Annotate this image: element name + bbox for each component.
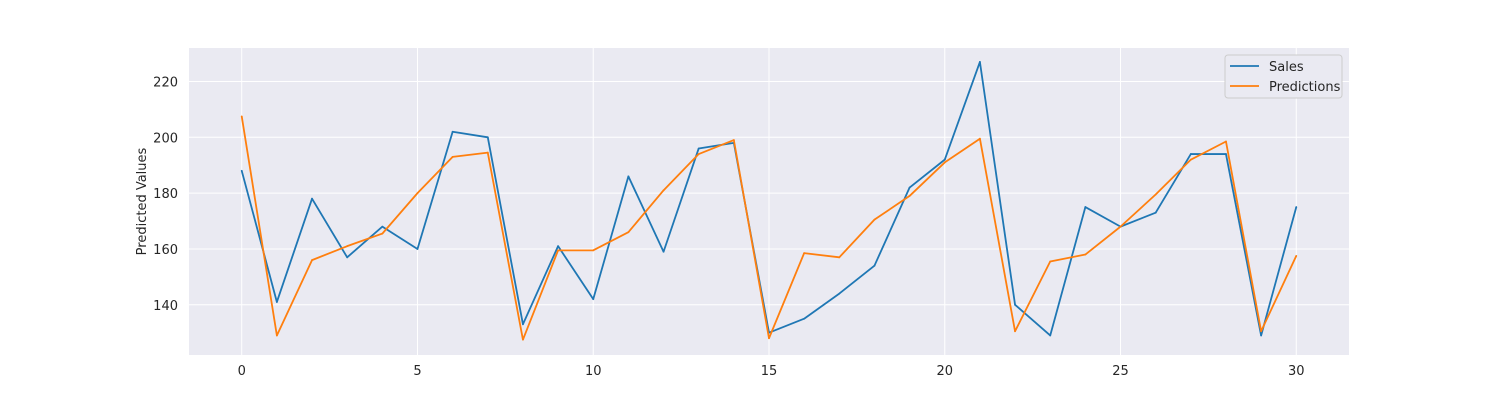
data-point-sales (838, 292, 841, 295)
data-point-predictions (697, 153, 700, 155)
data-point-sales (1154, 211, 1157, 214)
data-point-sales (873, 264, 876, 267)
data-point-predictions (768, 337, 770, 340)
data-point-sales (697, 147, 700, 150)
data-point-sales (979, 61, 981, 63)
x-tick-label: 15 (761, 364, 778, 379)
data-point-predictions (1225, 140, 1227, 143)
data-point-sales (592, 298, 595, 301)
data-point-sales (240, 169, 243, 172)
data-point-predictions (662, 189, 665, 192)
data-point-predictions (522, 338, 524, 341)
grid-lines (189, 48, 1349, 355)
data-point-predictions (979, 137, 981, 140)
data-point-sales (1260, 334, 1263, 337)
y-tick-label: 200 (153, 131, 178, 146)
data-point-sales (908, 186, 911, 189)
data-point-sales (1295, 206, 1298, 208)
data-point-predictions (1119, 225, 1122, 228)
data-point-sales (451, 130, 454, 133)
data-point-predictions (381, 232, 384, 235)
data-point-predictions (732, 139, 735, 142)
y-tick-label: 160 (153, 243, 178, 258)
data-point-predictions (1295, 255, 1298, 257)
tick-labels: 0 5 10 15 20 25 30 140 160 180 200 220 (153, 75, 1304, 379)
data-point-predictions (943, 161, 946, 164)
legend-label-sales: Sales (1269, 60, 1304, 75)
data-point-predictions (1014, 330, 1016, 333)
y-axis-label: Predicted Values (135, 147, 150, 255)
data-point-predictions (311, 259, 313, 262)
data-point-sales (1014, 303, 1016, 306)
y-tick-label: 220 (153, 75, 178, 90)
data-point-predictions (346, 245, 349, 248)
x-tick-label: 0 (238, 364, 246, 379)
data-point-predictions (838, 256, 841, 259)
data-point-sales (627, 175, 630, 178)
data-point-sales (1189, 153, 1192, 155)
data-point-sales (1084, 206, 1087, 208)
data-point-sales (662, 250, 665, 253)
data-point-predictions (1260, 330, 1263, 333)
y-tick-label: 180 (153, 187, 178, 202)
data-point-sales (522, 323, 524, 326)
legend: Sales Predictions (1224, 54, 1343, 99)
x-tick-label: 30 (1288, 364, 1305, 379)
data-point-predictions (592, 249, 595, 252)
data-point-predictions (873, 218, 876, 221)
data-point-predictions (908, 195, 911, 197)
data-point-predictions (416, 192, 419, 195)
data-point-sales (557, 245, 559, 248)
data-point-sales (346, 256, 349, 259)
data-point-predictions (486, 151, 489, 154)
data-point-sales (381, 225, 384, 228)
data-point-predictions (1154, 193, 1157, 196)
data-point-sales (1225, 153, 1227, 155)
data-point-sales (311, 197, 313, 200)
x-tick-label: 20 (936, 364, 953, 379)
data-point-predictions (557, 249, 559, 252)
x-tick-label: 25 (1112, 364, 1129, 379)
series-lines (240, 61, 1298, 341)
data-point-predictions (451, 155, 454, 158)
data-point-sales (943, 158, 946, 161)
y-tick-label: 140 (153, 299, 178, 314)
data-point-predictions (275, 334, 278, 337)
legend-label-predictions: Predictions (1269, 80, 1341, 95)
x-tick-label: 10 (585, 364, 602, 379)
data-point-sales (416, 248, 419, 250)
data-point-predictions (803, 252, 806, 255)
data-point-predictions (1049, 260, 1052, 263)
data-point-predictions (1189, 158, 1192, 161)
data-point-sales (803, 317, 806, 320)
data-point-predictions (1084, 253, 1087, 256)
data-point-predictions (240, 115, 243, 118)
x-tick-label: 5 (413, 364, 421, 379)
data-point-sales (275, 301, 278, 303)
data-point-predictions (627, 231, 630, 234)
data-point-sales (486, 136, 489, 139)
data-point-sales (1049, 334, 1052, 337)
